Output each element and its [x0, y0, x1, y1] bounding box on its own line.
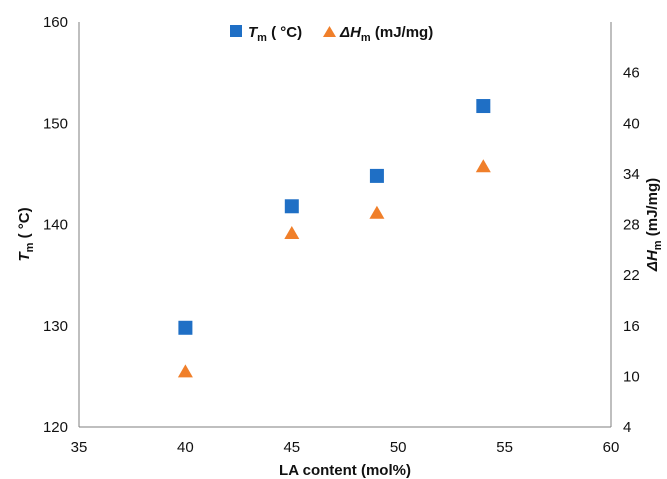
right-y-axis-title: ΔHm (mJ/mg) — [644, 178, 664, 272]
data-points — [177, 99, 491, 378]
left-y-tick-label: 150 — [43, 115, 68, 132]
legend-label-tm-unit: ( °C) — [267, 24, 302, 41]
right-y-tick-label: 28 — [623, 217, 640, 234]
axes-group — [78, 22, 612, 428]
right-y-tick-label: 22 — [623, 267, 640, 284]
x-axis-title: LA content (mol%) — [279, 462, 411, 479]
legend: Tm ( °C) ΔHm (mJ/mg) — [230, 24, 433, 44]
dhm-data-point — [177, 364, 193, 378]
left-y-axis-title-main: T — [16, 251, 33, 262]
dhm-data-point — [475, 159, 491, 173]
tm-data-point — [178, 320, 193, 335]
right-y-tick-label: 34 — [623, 166, 640, 183]
legend-label-dhm-main: ΔH — [339, 24, 362, 41]
legend-triangle-marker — [323, 26, 336, 37]
x-tick-label: 55 — [496, 439, 513, 456]
right-y-tick-label: 4 — [623, 419, 631, 436]
tm-data-point — [369, 168, 384, 183]
left-y-tick-label: 160 — [43, 14, 68, 31]
legend-label-dhm-sub: m — [361, 32, 371, 44]
left-y-tick-labels: 120 130 140 150 160 — [43, 14, 68, 436]
right-y-tick-label: 40 — [623, 115, 640, 132]
x-tick-label: 45 — [283, 439, 300, 456]
legend-label-tm-sub: m — [257, 32, 267, 44]
left-y-axis-title: Tm ( °C) — [16, 207, 36, 261]
left-y-tick-label: 140 — [43, 217, 68, 234]
legend-label-dhm-unit: (mJ/mg) — [371, 24, 434, 41]
left-y-tick-label: 120 — [43, 419, 68, 436]
legend-label-tm-main: T — [248, 24, 259, 41]
tm-data-point — [284, 199, 299, 214]
left-y-axis-title-sub: m — [24, 242, 36, 252]
right-y-tick-labels: 4 10 16 22 28 34 40 46 — [623, 65, 640, 436]
dhm-data-point — [284, 225, 300, 239]
left-y-tick-label: 130 — [43, 318, 68, 335]
tm-data-point — [476, 99, 491, 114]
right-y-axis-title-sub: m — [652, 240, 664, 250]
x-tick-labels: 35 40 45 50 55 60 — [71, 439, 620, 456]
right-y-tick-label: 10 — [623, 368, 640, 385]
right-y-tick-label: 46 — [623, 65, 640, 82]
right-y-tick-label: 16 — [623, 318, 640, 335]
x-tick-label: 40 — [177, 439, 194, 456]
legend-label-dhm: ΔHm (mJ/mg) — [339, 24, 433, 44]
x-tick-label: 50 — [390, 439, 407, 456]
right-y-axis-title-unit: (mJ/mg) — [644, 178, 661, 241]
x-tick-label: 60 — [603, 439, 620, 456]
dhm-data-point — [369, 205, 385, 219]
legend-label-tm: Tm ( °C) — [248, 24, 302, 44]
right-y-axis-title-main: ΔH — [644, 249, 661, 272]
legend-square-marker — [230, 25, 242, 37]
left-y-axis-title-unit: ( °C) — [16, 207, 33, 242]
x-tick-label: 35 — [71, 439, 88, 456]
